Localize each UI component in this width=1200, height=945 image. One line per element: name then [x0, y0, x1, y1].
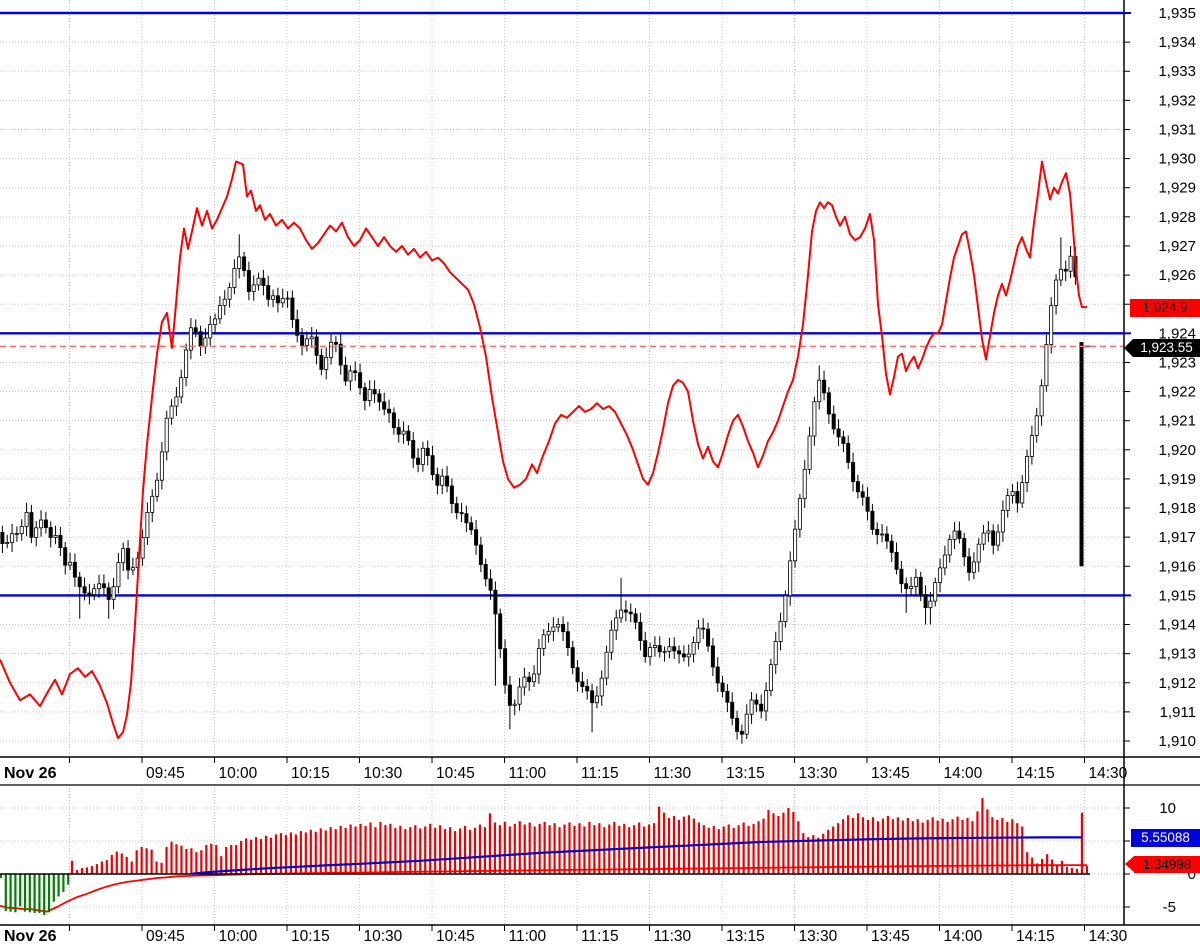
indicator-red-line	[0, 864, 1088, 913]
price-axis-labels: 1,910 1,911 1,912 1,913 1,914 1,915 1,916 1,917…	[1158, 5, 1196, 916]
svg-text:1,922: 1,922	[1158, 384, 1196, 401]
svg-text:11:30: 11:30	[654, 928, 692, 945]
svg-text:14:00: 14:00	[944, 765, 983, 782]
svg-text:14:15: 14:15	[1016, 928, 1055, 945]
tag-arrow-icon	[1125, 856, 1134, 872]
svg-text:1,919: 1,919	[1158, 471, 1196, 488]
svg-text:13:30: 13:30	[799, 928, 838, 945]
svg-text:10:45: 10:45	[436, 928, 475, 945]
svg-text:13:30: 13:30	[799, 765, 838, 782]
main-price-panel[interactable]	[0, 0, 1124, 757]
svg-text:11:00: 11:00	[509, 765, 547, 782]
gridlines	[0, 0, 1124, 925]
svg-text:1,914: 1,914	[1158, 617, 1196, 634]
svg-text:1,934: 1,934	[1158, 34, 1196, 51]
svg-text:13:45: 13:45	[871, 928, 910, 945]
svg-text:09:45: 09:45	[146, 765, 185, 782]
svg-text:1,924: 1,924	[1158, 325, 1196, 342]
svg-text:10:45: 10:45	[436, 765, 475, 782]
svg-text:1,912: 1,912	[1158, 675, 1196, 692]
svg-text:11:30: 11:30	[654, 765, 692, 782]
svg-text:10:30: 10:30	[364, 765, 403, 782]
svg-text:10:15: 10:15	[291, 928, 330, 945]
svg-text:09:45: 09:45	[146, 928, 185, 945]
svg-text:-5: -5	[1163, 899, 1176, 916]
svg-text:1,931: 1,931	[1158, 121, 1196, 138]
svg-text:14:30: 14:30	[1089, 765, 1128, 782]
indicator-panel[interactable]	[0, 785, 1124, 925]
svg-text:1,917: 1,917	[1158, 529, 1196, 546]
svg-text:1,935: 1,935	[1158, 5, 1196, 22]
svg-text:10:00: 10:00	[219, 928, 258, 945]
panel-borders	[0, 0, 1200, 926]
svg-text:1,921: 1,921	[1158, 413, 1196, 430]
last-bar	[1079, 342, 1084, 567]
svg-text:Nov 26: Nov 26	[4, 765, 57, 782]
svg-text:1,930: 1,930	[1158, 151, 1196, 168]
svg-text:1,911: 1,911	[1160, 704, 1196, 721]
candlestick-series	[0, 234, 1091, 744]
svg-text:1,933: 1,933	[1158, 63, 1196, 80]
tag-arrow-icon	[1124, 339, 1133, 357]
svg-text:1,927: 1,927	[1158, 238, 1196, 255]
overlay-line-series	[0, 160, 1087, 740]
svg-text:11:15: 11:15	[581, 765, 619, 782]
svg-text:Nov 26: Nov 26	[4, 928, 57, 945]
indicator-histogram	[0, 798, 1089, 915]
svg-text:14:00: 14:00	[944, 928, 983, 945]
svg-text:10:30: 10:30	[364, 928, 403, 945]
svg-text:13:15: 13:15	[726, 765, 765, 782]
svg-text:0: 0	[1188, 866, 1196, 883]
last-price-label: 1,923.55	[1140, 340, 1193, 355]
axis-ticks	[69, 12, 1131, 931]
svg-text:13:15: 13:15	[726, 928, 765, 945]
svg-text:1,928: 1,928	[1158, 209, 1196, 226]
svg-text:1,923: 1,923	[1158, 354, 1196, 371]
svg-text:1,910: 1,910	[1158, 733, 1196, 750]
svg-text:10:00: 10:00	[219, 765, 258, 782]
svg-text:1,918: 1,918	[1158, 500, 1196, 517]
svg-text:1,929: 1,929	[1158, 180, 1196, 197]
red-series-last-value-tag: 1,924.9	[1130, 299, 1200, 317]
svg-text:1,920: 1,920	[1158, 442, 1196, 459]
svg-text:1,913: 1,913	[1158, 646, 1196, 663]
indicator-red-label: 1.34998	[1142, 857, 1192, 872]
svg-text:13:45: 13:45	[871, 765, 910, 782]
svg-text:1,916: 1,916	[1158, 558, 1196, 575]
svg-text:14:30: 14:30	[1089, 928, 1128, 945]
indicator-blue-last-value-tag: 5.55088	[1131, 829, 1200, 847]
svg-text:1,926: 1,926	[1158, 267, 1196, 284]
svg-text:1,915: 1,915	[1158, 587, 1196, 604]
time-axis-labels: Nov 26 09:45 10:00 10:15 10:30 10:45 11:00 11:1…	[4, 765, 1128, 945]
svg-text:14:15: 14:15	[1016, 765, 1055, 782]
svg-text:1,932: 1,932	[1158, 92, 1196, 109]
last-price-tag: 1,923.55	[1124, 339, 1200, 357]
svg-text:11:00: 11:00	[509, 928, 547, 945]
svg-text:10: 10	[1159, 800, 1176, 817]
svg-text:10:15: 10:15	[291, 765, 330, 782]
svg-text:11:15: 11:15	[581, 928, 619, 945]
indicator-red-last-value-tag: 1.34998	[1125, 856, 1200, 873]
indicator-blue-line	[191, 836, 1082, 875]
